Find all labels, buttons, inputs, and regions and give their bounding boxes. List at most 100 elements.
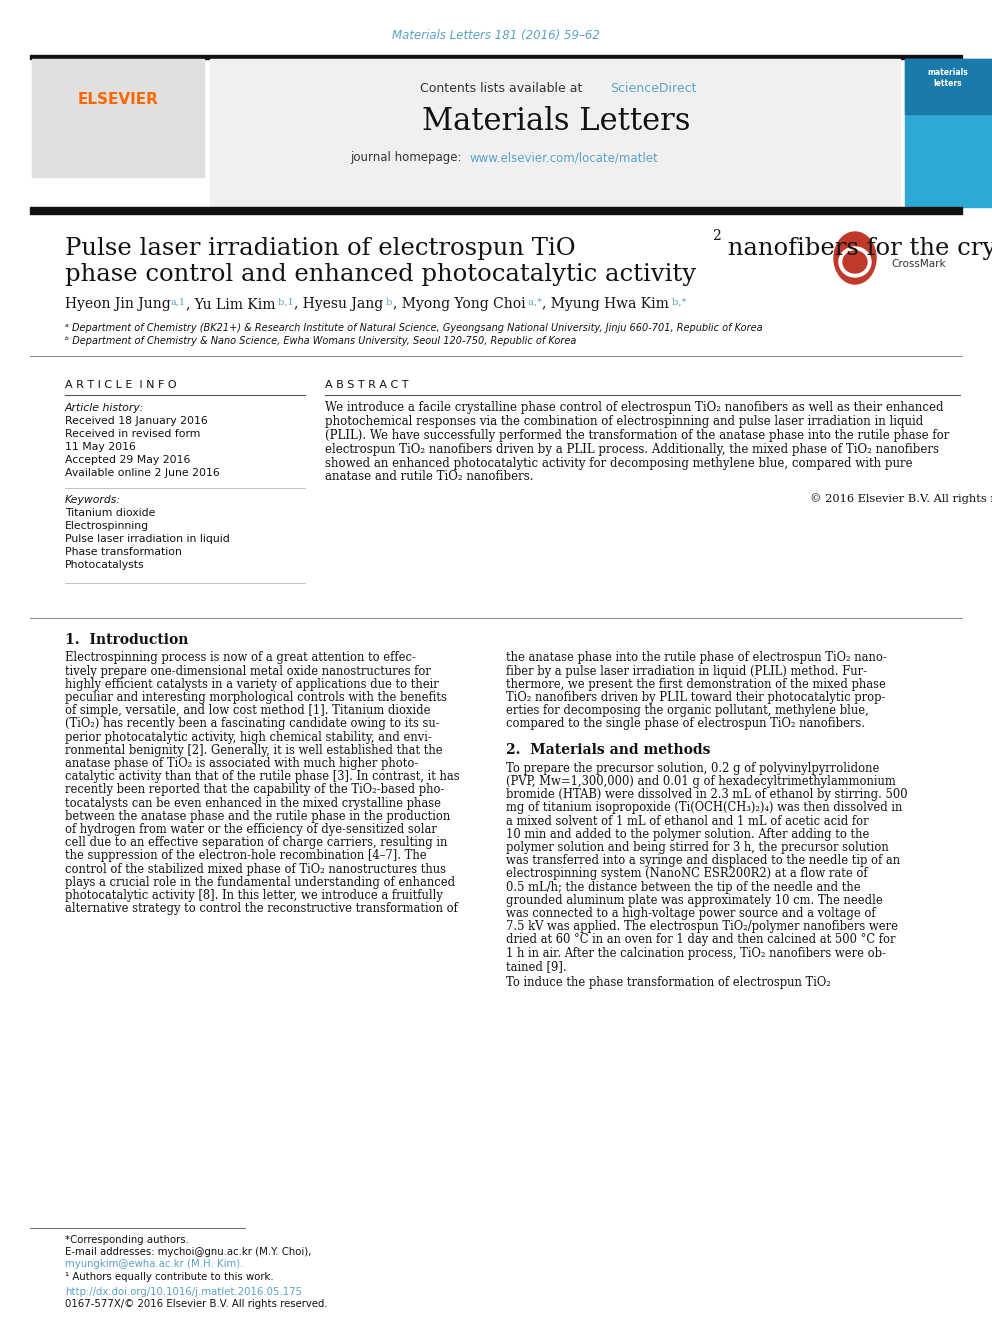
Text: mg of titanium isopropoxide (Ti(OCH(CH₃)₂)₄) was then dissolved in: mg of titanium isopropoxide (Ti(OCH(CH₃)…	[506, 802, 903, 815]
Text: the anatase phase into the rutile phase of electrospun TiO₂ nano-: the anatase phase into the rutile phase …	[506, 651, 887, 664]
Text: highly efficient catalysts in a variety of applications due to their: highly efficient catalysts in a variety …	[65, 677, 438, 691]
Text: 0167-577X/© 2016 Elsevier B.V. All rights reserved.: 0167-577X/© 2016 Elsevier B.V. All right…	[65, 1299, 327, 1308]
Text: thermore, we present the first demonstration of the mixed phase: thermore, we present the first demonstra…	[506, 677, 886, 691]
Text: a mixed solvent of 1 mL of ethanol and 1 mL of acetic acid for: a mixed solvent of 1 mL of ethanol and 1…	[506, 815, 869, 828]
Text: Materials Letters: Materials Letters	[422, 106, 690, 138]
Text: CrossMark: CrossMark	[891, 259, 945, 269]
Text: 2.  Materials and methods: 2. Materials and methods	[506, 744, 710, 757]
Text: was connected to a high-voltage power source and a voltage of: was connected to a high-voltage power so…	[506, 908, 876, 919]
Text: dried at 60 °C in an oven for 1 day and then calcined at 500 °C for: dried at 60 °C in an oven for 1 day and …	[506, 934, 896, 946]
Text: Titanium dioxide: Titanium dioxide	[65, 508, 156, 519]
Bar	[30, 206, 962, 214]
Bar	[210, 60, 900, 206]
Text: phase control and enhanced photocatalytic activity: phase control and enhanced photocatalyti…	[65, 263, 696, 287]
Text: (TiO₂) has recently been a fascinating candidate owing to its su-: (TiO₂) has recently been a fascinating c…	[65, 717, 439, 730]
Text: showed an enhanced photocatalytic activity for decomposing methylene blue, compa: showed an enhanced photocatalytic activi…	[325, 456, 913, 470]
Bar	[30, 56, 962, 60]
Text: ᵇ Department of Chemistry & Nano Science, Ewha Womans University, Seoul 120-750,: ᵇ Department of Chemistry & Nano Science…	[65, 336, 576, 347]
Text: Received in revised form: Received in revised form	[65, 429, 200, 439]
Text: was transferred into a syringe and displaced to the needle tip of an: was transferred into a syringe and displ…	[506, 855, 900, 868]
Text: b,1: b,1	[276, 298, 294, 307]
Text: Phase transformation: Phase transformation	[65, 546, 182, 557]
Text: ¹ Authors equally contribute to this work.: ¹ Authors equally contribute to this wor…	[65, 1271, 274, 1282]
Text: Available online 2 June 2016: Available online 2 June 2016	[65, 468, 220, 478]
Text: Contents lists available at: Contents lists available at	[420, 82, 586, 94]
Text: anatase phase of TiO₂ is associated with much higher photo-: anatase phase of TiO₂ is associated with…	[65, 757, 419, 770]
Text: erties for decomposing the organic pollutant, methylene blue,: erties for decomposing the organic pollu…	[506, 704, 869, 717]
Text: (PLIL). We have successfully performed the transformation of the anatase phase i: (PLIL). We have successfully performed t…	[325, 429, 949, 442]
Text: perior photocatalytic activity, high chemical stability, and envi-: perior photocatalytic activity, high che…	[65, 730, 432, 744]
Text: , Myong Yong Choi: , Myong Yong Choi	[393, 296, 526, 311]
Text: 0.5 mL/h; the distance between the tip of the needle and the: 0.5 mL/h; the distance between the tip o…	[506, 881, 861, 894]
Text: tained [9].: tained [9].	[506, 960, 566, 972]
Text: , Myung Hwa Kim: , Myung Hwa Kim	[543, 296, 670, 311]
Text: Electrospinning: Electrospinning	[65, 521, 149, 531]
Text: Photocatalysts: Photocatalysts	[65, 560, 145, 570]
Text: Electrospinning process is now of a great attention to effec-: Electrospinning process is now of a grea…	[65, 651, 416, 664]
Text: To prepare the precursor solution, 0.2 g of polyvinylpyrrolidone: To prepare the precursor solution, 0.2 g…	[506, 762, 879, 775]
Text: Pulse laser irradiation in liquid: Pulse laser irradiation in liquid	[65, 534, 230, 544]
Text: ScienceDirect: ScienceDirect	[610, 82, 696, 94]
Text: *Corresponding authors.: *Corresponding authors.	[65, 1234, 188, 1245]
Text: alternative strategy to control the reconstructive transformation of: alternative strategy to control the reco…	[65, 902, 458, 916]
Text: http://dx.doi.org/10.1016/j.matlet.2016.05.175: http://dx.doi.org/10.1016/j.matlet.2016.…	[65, 1287, 303, 1297]
Text: 1 h in air. After the calcination process, TiO₂ nanofibers were ob-: 1 h in air. After the calcination proces…	[506, 947, 886, 959]
Text: We introduce a facile crystalline phase control of electrospun TiO₂ nanofibers a: We introduce a facile crystalline phase …	[325, 401, 943, 414]
Text: Article history:: Article history:	[65, 404, 145, 413]
Text: tively prepare one-dimensional metal oxide nanostructures for: tively prepare one-dimensional metal oxi…	[65, 664, 431, 677]
Text: 10 min and added to the polymer solution. After adding to the: 10 min and added to the polymer solution…	[506, 828, 869, 841]
Text: materials
letters: materials letters	[928, 67, 968, 89]
Text: peculiar and interesting morphological controls with the benefits: peculiar and interesting morphological c…	[65, 691, 446, 704]
Text: 11 May 2016: 11 May 2016	[65, 442, 136, 452]
Text: the suppression of the electron-hole recombination [4–7]. The: the suppression of the electron-hole rec…	[65, 849, 427, 863]
Text: b,*: b,*	[670, 298, 686, 307]
Text: nanofibers for the crystalline: nanofibers for the crystalline	[720, 237, 992, 259]
Text: Accepted 29 May 2016: Accepted 29 May 2016	[65, 455, 190, 464]
Ellipse shape	[839, 247, 871, 277]
Text: , Hyesu Jang: , Hyesu Jang	[294, 296, 383, 311]
Text: ronmental benignity [2]. Generally, it is well established that the: ronmental benignity [2]. Generally, it i…	[65, 744, 442, 757]
Text: compared to the single phase of electrospun TiO₂ nanofibers.: compared to the single phase of electros…	[506, 717, 865, 730]
Text: ᵃ Department of Chemistry (BK21+) & Research Institute of Natural Science, Gyeon: ᵃ Department of Chemistry (BK21+) & Rese…	[65, 323, 763, 333]
Text: of simple, versatile, and low cost method [1]. Titanium dioxide: of simple, versatile, and low cost metho…	[65, 704, 431, 717]
Bar	[32, 60, 204, 177]
Text: www.elsevier.com/locate/matlet: www.elsevier.com/locate/matlet	[470, 152, 659, 164]
Text: ELSEVIER: ELSEVIER	[77, 93, 159, 107]
Text: tocatalysts can be even enhanced in the mixed crystalline phase: tocatalysts can be even enhanced in the …	[65, 796, 441, 810]
Text: bromide (HTAB) were dissolved in 2.3 mL of ethanol by stirring. 500: bromide (HTAB) were dissolved in 2.3 mL …	[506, 789, 908, 802]
Bar	[905, 60, 992, 206]
Text: Pulse laser irradiation of electrospun TiO: Pulse laser irradiation of electrospun T…	[65, 237, 575, 259]
Text: photochemical responses via the combination of electrospinning and pulse laser i: photochemical responses via the combinat…	[325, 415, 924, 429]
Text: electrospinning system (NanoNC ESR200R2) at a flow rate of: electrospinning system (NanoNC ESR200R2)…	[506, 868, 868, 881]
Text: 7.5 kV was applied. The electrospun TiO₂/polymer nanofibers were: 7.5 kV was applied. The electrospun TiO₂…	[506, 921, 898, 933]
Ellipse shape	[834, 232, 876, 284]
Bar	[905, 60, 992, 114]
Text: A B S T R A C T: A B S T R A C T	[325, 380, 409, 390]
Text: myungkim@ewha.ac.kr (M.H. Kim).: myungkim@ewha.ac.kr (M.H. Kim).	[65, 1259, 243, 1269]
Text: plays a crucial role in the fundamental understanding of enhanced: plays a crucial role in the fundamental …	[65, 876, 455, 889]
Text: Materials Letters 181 (2016) 59–62: Materials Letters 181 (2016) 59–62	[392, 29, 600, 41]
Text: recently been reported that the capability of the TiO₂-based pho-: recently been reported that the capabili…	[65, 783, 444, 796]
Text: 2: 2	[712, 229, 721, 243]
Text: , Yu Lim Kim: , Yu Lim Kim	[186, 296, 276, 311]
Ellipse shape	[843, 251, 867, 273]
Text: a,*: a,*	[526, 298, 543, 307]
Text: a,1: a,1	[171, 298, 186, 307]
Text: of hydrogen from water or the efficiency of dye-sensitized solar: of hydrogen from water or the efficiency…	[65, 823, 436, 836]
Text: E-mail addresses: mychoi@gnu.ac.kr (M.Y. Choi),: E-mail addresses: mychoi@gnu.ac.kr (M.Y.…	[65, 1248, 311, 1257]
Text: grounded aluminum plate was approximately 10 cm. The needle: grounded aluminum plate was approximatel…	[506, 894, 883, 906]
Text: Received 18 January 2016: Received 18 January 2016	[65, 415, 207, 426]
Text: fiber by a pulse laser irradiation in liquid (PLIL) method. Fur-: fiber by a pulse laser irradiation in li…	[506, 664, 867, 677]
Text: (PVP, Mw=1,300,000) and 0.01 g of hexadecyltrimethylammonium: (PVP, Mw=1,300,000) and 0.01 g of hexade…	[506, 775, 896, 789]
Text: 1.  Introduction: 1. Introduction	[65, 632, 188, 647]
Text: journal homepage:: journal homepage:	[350, 152, 469, 164]
Text: A R T I C L E  I N F O: A R T I C L E I N F O	[65, 380, 177, 390]
Text: Keywords:: Keywords:	[65, 495, 121, 505]
Text: polymer solution and being stirred for 3 h, the precursor solution: polymer solution and being stirred for 3…	[506, 841, 889, 855]
Text: anatase and rutile TiO₂ nanofibers.: anatase and rutile TiO₂ nanofibers.	[325, 471, 534, 483]
Text: photocatalytic activity [8]. In this letter, we introduce a fruitfully: photocatalytic activity [8]. In this let…	[65, 889, 442, 902]
Text: Hyeon Jin Jung: Hyeon Jin Jung	[65, 296, 171, 311]
Text: control of the stabilized mixed phase of TiO₂ nanostructures thus: control of the stabilized mixed phase of…	[65, 863, 446, 876]
Text: between the anatase phase and the rutile phase in the production: between the anatase phase and the rutile…	[65, 810, 450, 823]
Text: cell due to an effective separation of charge carriers, resulting in: cell due to an effective separation of c…	[65, 836, 447, 849]
